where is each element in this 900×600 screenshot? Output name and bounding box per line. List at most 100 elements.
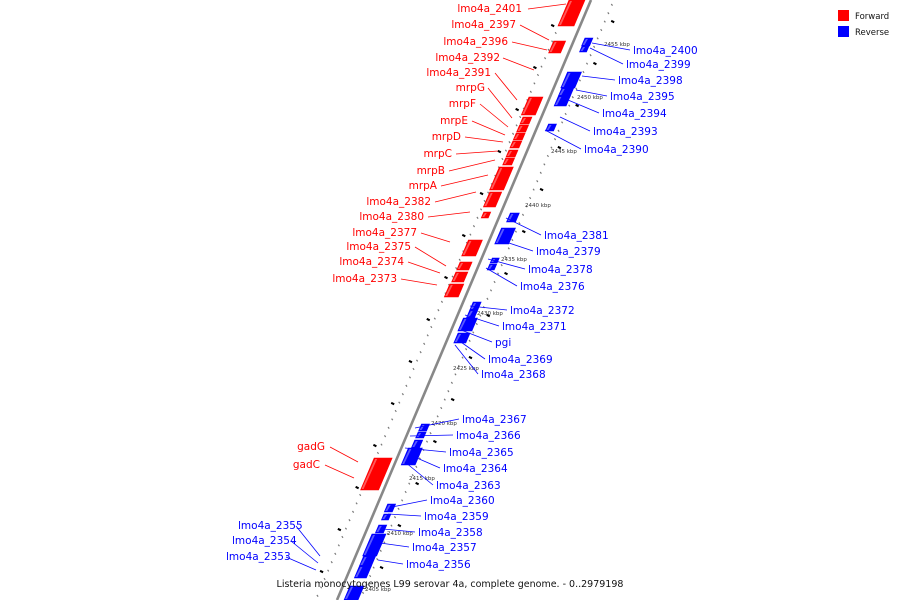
kbp-tick-label: 2435 kbp (501, 257, 527, 263)
gene-label-lmo4a-2397: lmo4a_2397 (451, 19, 516, 31)
ruler-dot (359, 493, 362, 497)
gene-label-lmo4a-2364: lmo4a_2364 (443, 463, 508, 475)
gene-block-shade (549, 42, 557, 52)
ruler-dot (351, 510, 355, 513)
gene-block (502, 157, 516, 166)
gene-block (489, 166, 514, 191)
leader-lmo4a-2375 (414, 246, 447, 267)
gene-label-lmo4a-2359: lmo4a_2359 (424, 511, 489, 523)
gene-block-shade (510, 142, 516, 147)
ruler-dot (607, 12, 610, 15)
gene-block-shade (490, 168, 503, 189)
gene-label-lmo4a-2382: lmo4a_2382 (366, 196, 431, 208)
leader-lmo4a-2367 (414, 418, 460, 429)
gene-label-lmo4a-2396: lmo4a_2396 (443, 36, 508, 48)
kbp-tick-label: 2415 kbp (409, 476, 435, 482)
ruler-major-tick (432, 439, 437, 444)
ruler-dot (447, 390, 450, 393)
ruler-major-tick (426, 317, 431, 322)
leader-lmo4a-2371 (464, 314, 500, 327)
kbp-tick-label: 2455 kbp (604, 42, 630, 48)
ruler-dot (415, 465, 418, 468)
gene-block-shade (360, 557, 367, 565)
ruler-dot (551, 40, 554, 43)
ruler-dot (344, 527, 348, 530)
ruler-dot (472, 331, 475, 334)
gene-block-shade (503, 159, 509, 164)
ruler-dot (436, 415, 439, 418)
ruler-dot (330, 561, 333, 564)
ruler-dot (486, 297, 489, 300)
gene-label-lmo4a-2363: lmo4a_2363 (436, 480, 501, 492)
gene-block (553, 95, 571, 107)
ruler-dot (372, 566, 375, 569)
gene-block-shade (561, 73, 571, 87)
gene-block (360, 457, 393, 491)
leader-lmo4a-2377 (420, 232, 451, 243)
gene-label-lmo4a-2378: lmo4a_2378 (528, 264, 593, 276)
legend-forward-swatch (838, 10, 849, 21)
gene-block (579, 45, 590, 53)
gene-block (557, 0, 586, 27)
leader-lmo4a-2353 (285, 556, 317, 571)
ruler-dot (475, 322, 478, 326)
gene-block (545, 123, 557, 132)
ruler-dot (457, 364, 461, 368)
gene-label-lmo4a-2375: lmo4a_2375 (346, 241, 411, 253)
ruler-dot (476, 216, 479, 219)
ruler-dot (589, 54, 592, 57)
gene-label-lmo4a-2357: lmo4a_2357 (412, 542, 477, 554)
ruler-dot (507, 247, 510, 250)
leader-lmo4a-2373 (400, 278, 438, 286)
gene-label-lmo4a-2365: lmo4a_2365 (449, 447, 514, 459)
ruler-dot (557, 129, 560, 132)
gene-block (505, 149, 519, 158)
leader-lmo4a-2360 (391, 499, 428, 508)
ruler-dot (571, 96, 574, 99)
gene-block-shade (558, 1, 572, 25)
gene-block-shade (361, 459, 378, 489)
ruler-dot (380, 443, 383, 446)
gene-label-lmo4a-2371: lmo4a_2371 (502, 321, 567, 333)
gene-block-shade (507, 151, 513, 156)
ruler-major-tick (450, 397, 455, 402)
ruler-dot (483, 199, 486, 203)
ruler-major-tick (319, 569, 324, 574)
gene-block (456, 261, 473, 271)
leader-lmo4a-2380 (427, 211, 471, 218)
kbp-tick-label: 2420 kbp (431, 421, 457, 427)
gene-block (362, 533, 387, 557)
ruler-dot (411, 474, 414, 477)
ruler-dot (376, 558, 379, 561)
ruler-dot (327, 569, 330, 572)
gene-block (451, 271, 469, 283)
ruler-dot (465, 348, 468, 351)
ruler-dot (532, 188, 535, 191)
gene-labels: lmo4a_2401 lmo4a_2397 lmo4a_2396 lmo4a_2392… (226, 3, 698, 571)
ruler-dot (543, 163, 546, 166)
ruler-dot (536, 180, 539, 183)
kbp-tick-label: 2450 kbp (577, 95, 603, 101)
gene-block (486, 263, 498, 271)
ruler-dot (593, 45, 596, 48)
ruler-dot (341, 535, 344, 539)
ruler-dot (433, 317, 436, 320)
ruler-dot (554, 31, 557, 35)
ruler-dot (412, 367, 415, 371)
ruler-dot (472, 225, 476, 228)
ruler-major-tick (461, 233, 466, 238)
ruler-dot (568, 104, 571, 107)
gene-label-lmo4a-2369: lmo4a_2369 (488, 354, 553, 366)
ruler-dot (603, 20, 606, 23)
gene-block (548, 40, 567, 54)
gene-block-shade (462, 241, 472, 255)
gene-label-lmo4a-2401: lmo4a_2401 (457, 3, 522, 15)
gene-block-shade (517, 126, 523, 131)
ruler-dot (458, 258, 461, 261)
leader-lmo4a-2359 (387, 513, 422, 517)
gene-label-lmo4a-2394: lmo4a_2394 (602, 108, 667, 120)
gene-block (461, 239, 483, 257)
leader-mrpc (455, 150, 499, 155)
ruler-major-tick (497, 149, 502, 154)
ruler-dot (387, 426, 390, 429)
